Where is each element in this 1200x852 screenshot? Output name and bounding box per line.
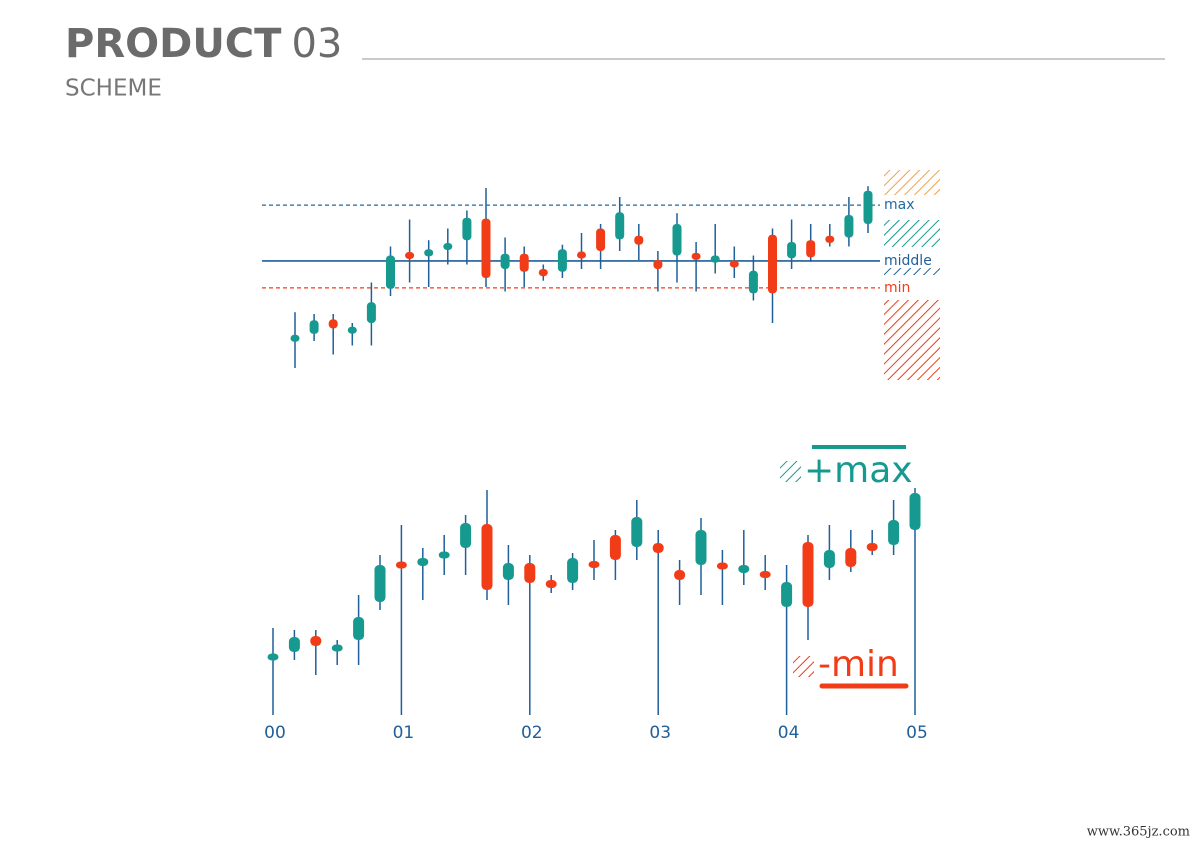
title-bold: PRODUCT xyxy=(65,21,282,67)
candle-body xyxy=(567,558,579,583)
candle-body xyxy=(310,636,322,646)
candle-body xyxy=(443,243,453,250)
candle-body xyxy=(609,535,621,560)
x-tick-label: 05 xyxy=(906,723,928,743)
x-tick-label: 01 xyxy=(393,723,415,743)
candle-body xyxy=(267,653,279,661)
candle-body xyxy=(844,215,854,238)
candle-body xyxy=(460,523,472,548)
candle-body xyxy=(481,218,491,278)
candle-body xyxy=(653,260,663,269)
candle-body xyxy=(353,617,365,640)
candle-body xyxy=(738,565,750,573)
title: PRODUCT 03 xyxy=(65,21,342,67)
candle-body xyxy=(845,548,857,567)
candle-body xyxy=(672,224,682,256)
hatch-middle xyxy=(884,220,940,247)
candle-body xyxy=(374,565,386,602)
candle-body xyxy=(652,543,664,553)
candle-body xyxy=(405,252,415,259)
candle-body xyxy=(674,570,686,580)
candle-body xyxy=(395,561,407,569)
candle-body xyxy=(288,637,300,652)
reference-label: min xyxy=(884,280,910,296)
candle-body xyxy=(519,253,529,272)
candle-body xyxy=(802,542,814,607)
annotation-max: +max xyxy=(804,450,913,491)
candle-body xyxy=(823,550,835,568)
candle-body xyxy=(347,326,357,334)
candle-body xyxy=(729,260,739,268)
hatch-plus-max xyxy=(780,461,801,482)
candle-body xyxy=(748,270,758,294)
candle-body xyxy=(331,644,343,652)
candle-body xyxy=(631,517,643,547)
candle-body xyxy=(781,582,793,607)
hatch-middle-low xyxy=(884,268,940,275)
candle-body xyxy=(710,255,720,263)
candle-body xyxy=(615,212,625,240)
candle-body xyxy=(500,253,510,269)
candle-body xyxy=(538,269,548,277)
candle-body xyxy=(909,493,921,530)
candle-body xyxy=(462,217,472,241)
hatch-max xyxy=(884,170,940,195)
candle-body xyxy=(417,558,429,566)
candle-body xyxy=(866,543,878,551)
candle-body xyxy=(328,319,338,329)
candle-body xyxy=(366,302,376,323)
candle-body xyxy=(524,563,536,583)
candle-body xyxy=(424,249,434,257)
candle-body xyxy=(545,580,557,588)
reference-label: middle xyxy=(884,253,932,269)
candle-body xyxy=(386,255,395,289)
candle-body xyxy=(438,551,450,559)
hatch-minus-min xyxy=(793,656,814,677)
candle-body xyxy=(577,251,586,259)
candle-body xyxy=(716,562,728,570)
candle-body xyxy=(634,235,644,245)
x-tick-label: 02 xyxy=(521,723,543,743)
candle-body xyxy=(863,190,873,224)
candle-body xyxy=(759,571,771,578)
subtitle: SCHEME xyxy=(65,76,162,102)
title-num: 03 xyxy=(291,21,342,67)
x-tick-label: 04 xyxy=(778,723,800,743)
candle-body xyxy=(806,240,816,258)
x-tick-label: 00 xyxy=(264,723,286,743)
candle-body xyxy=(888,520,900,545)
watermark: www.365jz.com xyxy=(1087,825,1190,840)
x-tick-label: 03 xyxy=(649,723,671,743)
candle-body xyxy=(309,320,319,334)
candle-body xyxy=(557,249,567,272)
candle-body xyxy=(481,524,493,590)
candle-body xyxy=(695,530,707,565)
reference-label: max xyxy=(884,197,915,213)
candle-body xyxy=(787,242,797,259)
candle-body xyxy=(691,252,701,260)
hatch-min xyxy=(884,300,940,380)
candle-body xyxy=(768,234,777,294)
candle-body xyxy=(588,561,600,568)
candle-body xyxy=(290,334,300,342)
candle-body xyxy=(825,235,835,243)
candle-body xyxy=(502,563,514,580)
annotation-min: -min xyxy=(818,644,899,685)
candle-body xyxy=(596,228,606,251)
